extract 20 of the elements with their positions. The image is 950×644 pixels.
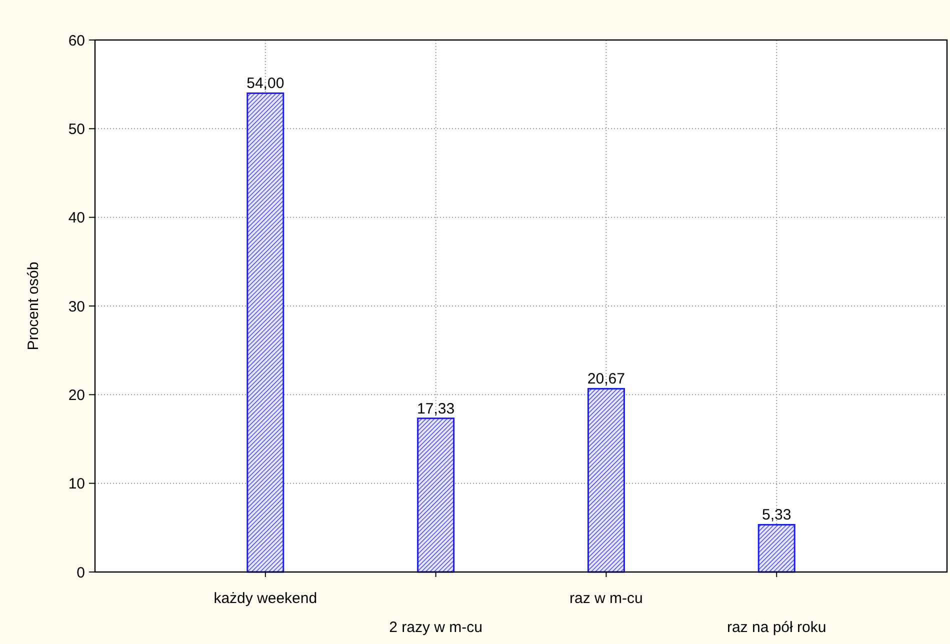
y-tick-label: 20 <box>68 386 85 404</box>
x-tick-label: 2 razy w m-cu <box>389 619 482 636</box>
y-tick-label: 40 <box>68 210 85 227</box>
bar <box>758 524 796 573</box>
data-label: 17,33 <box>417 400 455 418</box>
x-tick-label: raz w m-cu <box>570 590 643 607</box>
x-tick-label: raz na pół roku <box>726 619 826 636</box>
y-axis-title: Procent osób <box>25 262 42 350</box>
y-tick-label: 0 <box>76 564 85 582</box>
y-tick-label: 60 <box>68 32 85 50</box>
data-label: 54,00 <box>246 75 284 92</box>
bar <box>587 388 625 573</box>
x-tick-label: każdy weekend <box>214 590 318 607</box>
bar <box>417 418 455 573</box>
y-tick-label: 50 <box>68 120 85 138</box>
bar <box>246 92 284 573</box>
y-tick-label: 30 <box>68 298 85 316</box>
y-tick-label: 10 <box>68 476 85 493</box>
data-label: 5,33 <box>762 506 792 524</box>
data-label: 20,67 <box>587 370 625 388</box>
